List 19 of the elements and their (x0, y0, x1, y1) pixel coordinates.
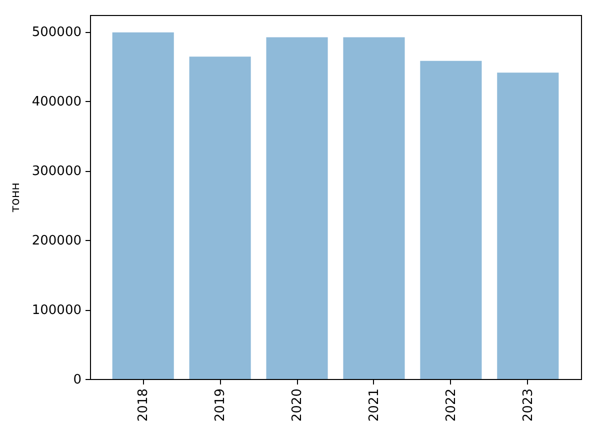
y-tick-label: 500000 (32, 25, 82, 40)
bar (266, 37, 328, 379)
y-tick-label: 300000 (32, 164, 82, 180)
x-tick-label: 2018 (136, 388, 152, 422)
bar (497, 72, 559, 379)
y-axis-title: тонн (8, 182, 22, 213)
x-tick-label: 2023 (520, 388, 536, 422)
y-tick-label: 200000 (32, 234, 82, 249)
bar (189, 56, 251, 379)
x-tick-label: 2020 (290, 388, 306, 422)
bar (112, 32, 174, 379)
y-tick-label: 400000 (32, 94, 82, 110)
bar (343, 37, 405, 379)
x-tick-label: 2021 (366, 388, 382, 422)
bar (420, 60, 482, 379)
y-tick-label: 0 (73, 372, 82, 388)
x-tick-label: 2019 (213, 388, 228, 422)
x-tick-label: 2022 (444, 388, 459, 422)
y-tick-label: 100000 (32, 303, 82, 318)
